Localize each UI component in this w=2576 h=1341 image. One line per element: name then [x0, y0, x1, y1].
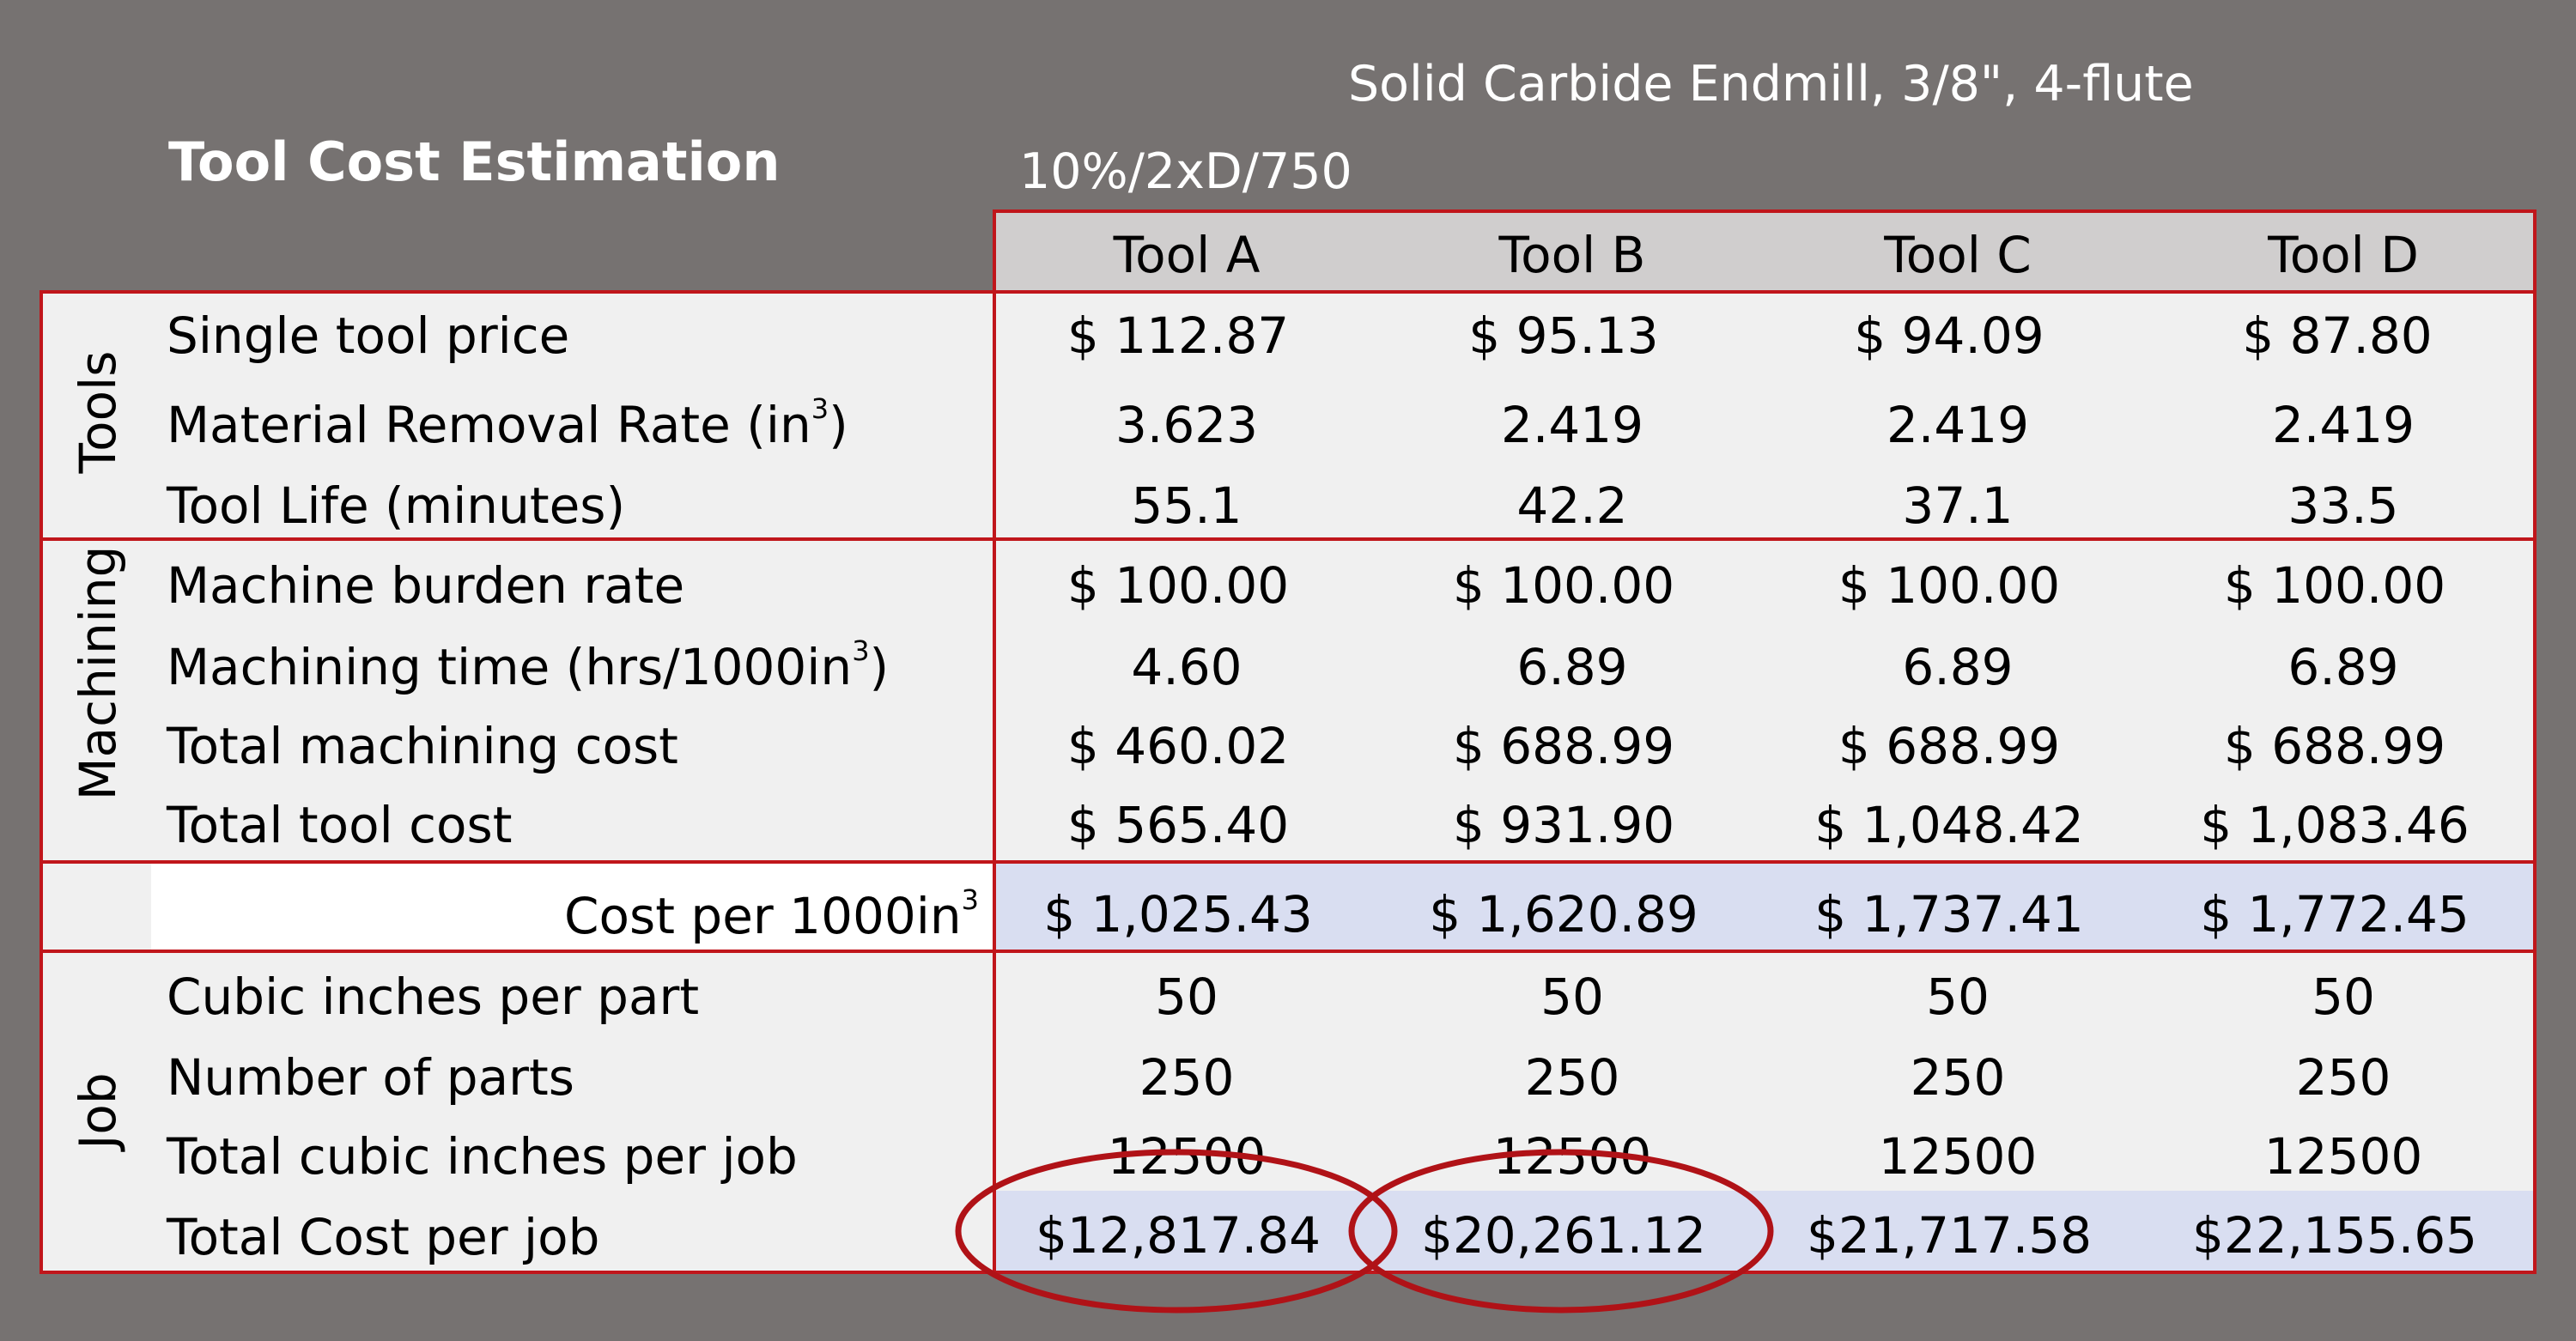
cell-cost-per-1000-tool-d: $ 1,772.45 [2200, 885, 2470, 944]
row-label-total-cubic-inches: Total cubic inches per job [167, 1127, 798, 1186]
column-header-tool-a: Tool A [1113, 226, 1261, 284]
cell-machining-cost-tool-d: $ 688.99 [2223, 717, 2446, 775]
header-border-top [993, 209, 2537, 213]
cell-machining-cost-tool-c: $ 688.99 [1838, 717, 2061, 775]
row-label-machining-time: Machining time (hrs/1000in3) [167, 634, 890, 696]
cell-total-cost-tool-a: $12,817.84 [1035, 1206, 1321, 1265]
row-label-number-of-parts: Number of parts [167, 1048, 574, 1107]
cell-number-of-parts-tool-a: 250 [1139, 1048, 1235, 1107]
cell-machining-time-tool-c: 6.89 [1902, 638, 2014, 696]
page-title: Tool Cost Estimation [168, 130, 781, 193]
table-border-bottom [39, 1271, 2537, 1274]
cell-tool-cost-tool-d: $ 1,083.46 [2200, 796, 2470, 854]
table-right-border [2533, 209, 2537, 1274]
cell-single-tool-price-tool-d: $ 87.80 [2242, 306, 2433, 365]
cell-machining-cost-tool-b: $ 688.99 [1452, 717, 1675, 775]
tool-description: Solid Carbide Endmill, 3/8", 4-flute [1348, 56, 2194, 112]
cell-burden-rate-tool-b: $ 100.00 [1452, 556, 1675, 615]
cell-total-cubic-inches-tool-d: 12500 [2263, 1127, 2423, 1186]
row-label-machine-burden-rate: Machine burden rate [167, 556, 685, 615]
row-label-material-removal-rate: Material Removal Rate (in3) [167, 392, 848, 454]
cost-row-divider [39, 950, 2537, 953]
cell-machining-time-tool-a: 4.60 [1131, 638, 1242, 696]
table-border-top [39, 290, 2537, 294]
cell-tool-cost-tool-c: $ 1,048.42 [1814, 796, 2084, 854]
cell-single-tool-price-tool-a: $ 112.87 [1066, 306, 1290, 365]
column-header-tool-b: Tool B [1498, 226, 1646, 284]
row-label-cost-per-1000: Cost per 1000in3 [564, 883, 979, 945]
cell-cost-per-1000-tool-b: $ 1,620.89 [1429, 885, 1698, 944]
cell-burden-rate-tool-a: $ 100.00 [1066, 556, 1290, 615]
values-left-border [993, 209, 996, 1274]
machining-section-divider [39, 860, 2537, 864]
cost-label-cell [151, 862, 994, 951]
cell-cubic-inches-tool-d: 50 [2312, 968, 2375, 1026]
cell-tool-life-tool-d: 33.5 [2287, 476, 2399, 535]
cost-per-1000-highlight [994, 862, 2537, 951]
cell-machining-time-tool-b: 6.89 [1516, 638, 1628, 696]
highlight-circle-tool-b [1348, 1149, 1774, 1314]
cell-single-tool-price-tool-b: $ 95.13 [1468, 306, 1659, 365]
cutting-parameters: 10%/2xD/750 [1019, 143, 1352, 200]
row-label-total-cost-per-job: Total Cost per job [167, 1208, 600, 1266]
cell-cubic-inches-tool-a: 50 [1155, 968, 1218, 1026]
cell-cubic-inches-tool-c: 50 [1926, 968, 1990, 1026]
table-left-border [39, 290, 43, 1274]
cell-total-cost-tool-d: $22,155.65 [2191, 1206, 2478, 1265]
total-cost-highlight [994, 1191, 2537, 1273]
row-label-single-tool-price: Single tool price [167, 306, 570, 365]
column-header-tool-d: Tool D [2268, 226, 2419, 284]
row-label-total-tool-cost: Total tool cost [167, 796, 513, 854]
cell-total-cost-tool-c: $21,717.58 [1806, 1206, 2093, 1265]
cell-tool-life-tool-a: 55.1 [1131, 476, 1242, 535]
cell-mrr-tool-a: 3.623 [1115, 396, 1259, 454]
cell-machining-cost-tool-a: $ 460.02 [1066, 717, 1290, 775]
table-body [39, 292, 2537, 1273]
cell-tool-life-tool-b: 42.2 [1516, 476, 1628, 535]
cell-tool-life-tool-c: 37.1 [1902, 476, 2014, 535]
cell-mrr-tool-b: 2.419 [1500, 396, 1644, 454]
table-header [994, 211, 2537, 292]
tools-section-divider [39, 537, 2537, 541]
cell-total-cost-tool-b: $20,261.12 [1420, 1206, 1707, 1265]
cell-burden-rate-tool-c: $ 100.00 [1838, 556, 2061, 615]
row-label-cubic-inches-per-part: Cubic inches per part [167, 968, 700, 1026]
cell-number-of-parts-tool-c: 250 [1910, 1048, 2006, 1107]
cell-number-of-parts-tool-d: 250 [2295, 1048, 2391, 1107]
cell-mrr-tool-c: 2.419 [1886, 396, 2030, 454]
cell-total-cubic-inches-tool-c: 12500 [1878, 1127, 2038, 1186]
cell-cost-per-1000-tool-a: $ 1,025.43 [1043, 885, 1313, 944]
cell-machining-time-tool-d: 6.89 [2287, 638, 2399, 696]
cell-cost-per-1000-tool-c: $ 1,737.41 [1814, 885, 2084, 944]
cell-cubic-inches-tool-b: 50 [1540, 968, 1604, 1026]
cell-single-tool-price-tool-c: $ 94.09 [1854, 306, 2044, 365]
column-header-tool-c: Tool C [1884, 226, 2032, 284]
cell-burden-rate-tool-d: $ 100.00 [2223, 556, 2446, 615]
row-label-total-machining-cost: Total machining cost [167, 717, 678, 775]
cell-mrr-tool-d: 2.419 [2271, 396, 2415, 454]
cell-tool-cost-tool-a: $ 565.40 [1066, 796, 1290, 854]
row-label-tool-life: Tool Life (minutes) [167, 476, 626, 535]
cell-tool-cost-tool-b: $ 931.90 [1452, 796, 1675, 854]
highlight-circle-tool-a [955, 1149, 1398, 1314]
cell-number-of-parts-tool-b: 250 [1524, 1048, 1620, 1107]
